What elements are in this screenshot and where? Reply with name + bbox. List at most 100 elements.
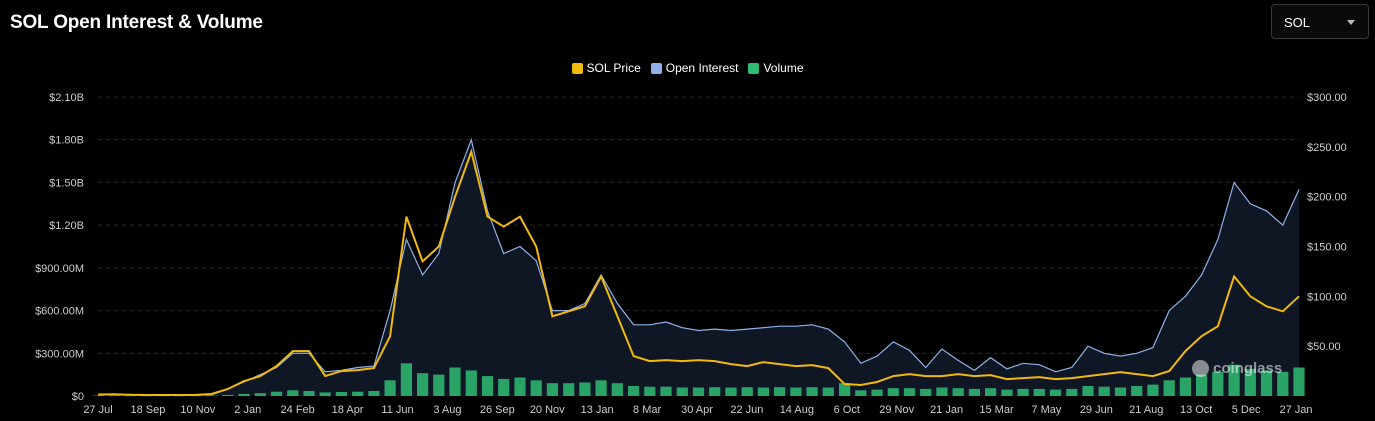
x-tick-label: 18 Apr bbox=[332, 404, 364, 416]
y-right-tick-label: $150.00 bbox=[1307, 242, 1347, 254]
volume-bar bbox=[1244, 368, 1256, 396]
x-tick-label: 5 Dec bbox=[1232, 404, 1261, 416]
x-tick-label: 13 Jan bbox=[581, 404, 614, 416]
chart-legend: SOL Price Open Interest Volume bbox=[0, 61, 1375, 75]
volume-bar bbox=[1131, 386, 1143, 396]
volume-bar bbox=[1277, 371, 1289, 396]
legend-swatch-open-interest bbox=[650, 62, 662, 74]
x-tick-label: 8 Mar bbox=[633, 404, 661, 416]
volume-bar bbox=[546, 383, 558, 396]
volume-bar bbox=[449, 367, 461, 396]
legend-item-price[interactable]: SOL Price bbox=[571, 61, 641, 75]
volume-bar bbox=[1001, 389, 1013, 396]
x-tick-label: 30 Apr bbox=[681, 404, 713, 416]
volume-bar bbox=[433, 374, 445, 396]
page-title: SOL Open Interest & Volume bbox=[10, 12, 263, 33]
sol-price-line bbox=[97, 148, 1300, 396]
x-tick-label: 15 Mar bbox=[979, 404, 1014, 416]
volume-bar bbox=[1196, 374, 1208, 396]
volume-bar bbox=[514, 377, 526, 396]
x-tick-label: 27 Jul bbox=[83, 404, 112, 416]
volume-bar bbox=[1017, 388, 1029, 396]
volume-bar bbox=[676, 387, 688, 396]
x-tick-label: 24 Feb bbox=[281, 404, 315, 416]
volume-bar bbox=[1163, 380, 1175, 396]
legend-swatch-volume bbox=[748, 62, 760, 74]
y-left-tick-label: $2.10B bbox=[49, 92, 84, 104]
volume-bar bbox=[903, 388, 916, 396]
chevron-down-icon bbox=[1347, 20, 1355, 25]
volume-bar bbox=[936, 387, 948, 396]
y-axis-right: $50.00 $100.00 $150.00 $200.00 $250.00 $300.0… bbox=[1307, 92, 1347, 353]
x-tick-label: 10 Nov bbox=[180, 404, 215, 416]
y-right-tick-label: $300.00 bbox=[1307, 92, 1347, 104]
volume-bar bbox=[692, 387, 705, 396]
y-left-tick-label: $900.00M bbox=[35, 263, 84, 275]
legend-item-volume[interactable]: Volume bbox=[748, 61, 804, 75]
y-right-tick-label: $250.00 bbox=[1307, 142, 1347, 154]
volume-bar bbox=[1114, 387, 1127, 396]
volume-bar bbox=[709, 387, 721, 396]
x-axis: 27 Jul 18 Sep 10 Nov 2 Jan 24 Feb 18 Apr 11 Ju… bbox=[83, 404, 1312, 416]
x-tick-label: 26 Sep bbox=[480, 404, 515, 416]
volume-bar bbox=[530, 380, 542, 396]
volume-bar bbox=[384, 380, 396, 396]
volume-bar bbox=[611, 383, 623, 396]
volume-bar bbox=[839, 383, 851, 396]
volume-bar bbox=[855, 390, 867, 396]
volume-bar bbox=[806, 387, 818, 396]
volume-bar bbox=[368, 391, 380, 396]
volume-bar bbox=[968, 388, 980, 396]
volume-bar bbox=[254, 393, 266, 396]
volume-bar bbox=[579, 382, 591, 396]
volume-bar bbox=[189, 395, 201, 397]
y-left-tick-label: $1.50B bbox=[49, 177, 84, 189]
volume-bar bbox=[352, 391, 364, 396]
volume-bar bbox=[92, 395, 104, 397]
x-tick-label: 14 Aug bbox=[780, 404, 814, 416]
volume-bar bbox=[774, 387, 786, 396]
volume-bar bbox=[822, 387, 834, 396]
volume-bar bbox=[595, 380, 607, 396]
volume-bar bbox=[757, 387, 769, 396]
volume-bar bbox=[498, 378, 510, 396]
y-right-tick-label: $200.00 bbox=[1307, 192, 1347, 204]
legend-swatch-price bbox=[571, 62, 583, 74]
volume-bar bbox=[1098, 386, 1110, 396]
volume-bar bbox=[1082, 386, 1094, 396]
x-tick-label: 11 Jun bbox=[381, 404, 413, 416]
volume-bar bbox=[790, 387, 802, 396]
volume-bar bbox=[124, 395, 137, 397]
y-left-tick-label: $300.00M bbox=[35, 348, 84, 360]
volume-bar bbox=[1293, 367, 1305, 396]
volume-bar bbox=[287, 390, 299, 396]
volume-bar bbox=[871, 389, 883, 396]
volume-bar bbox=[465, 370, 477, 396]
volume-bar bbox=[985, 388, 997, 396]
coin-select[interactable]: SOL bbox=[1271, 4, 1369, 39]
coin-select-value: SOL bbox=[1284, 15, 1311, 30]
legend-item-open-interest[interactable]: Open Interest bbox=[650, 61, 739, 75]
y-left-tick-label: $1.20B bbox=[49, 220, 84, 232]
x-tick-label: 20 Nov bbox=[530, 404, 565, 416]
legend-label-open-interest: Open Interest bbox=[665, 61, 739, 75]
coinglass-logo-icon bbox=[1192, 360, 1209, 377]
volume-bar bbox=[108, 395, 120, 397]
volume-bar bbox=[1228, 364, 1240, 396]
open-interest-line bbox=[97, 137, 1300, 396]
x-tick-label: 27 Jan bbox=[1279, 404, 1312, 416]
y-left-tick-label: $0 bbox=[72, 391, 84, 403]
x-tick-label: 7 May bbox=[1031, 404, 1061, 416]
watermark: coinglass bbox=[1192, 360, 1282, 377]
x-tick-label: 29 Nov bbox=[879, 404, 914, 416]
legend-label-price: SOL Price bbox=[586, 61, 641, 75]
volume-bar bbox=[1212, 371, 1224, 396]
volume-bar bbox=[1033, 388, 1045, 396]
y-left-tick-label: $600.00M bbox=[35, 306, 84, 318]
volume-bar bbox=[270, 391, 283, 396]
x-tick-label: 2 Jan bbox=[234, 404, 261, 416]
volume-bar bbox=[1260, 370, 1273, 396]
volume-bar bbox=[400, 363, 412, 396]
volume-bar bbox=[920, 388, 932, 396]
